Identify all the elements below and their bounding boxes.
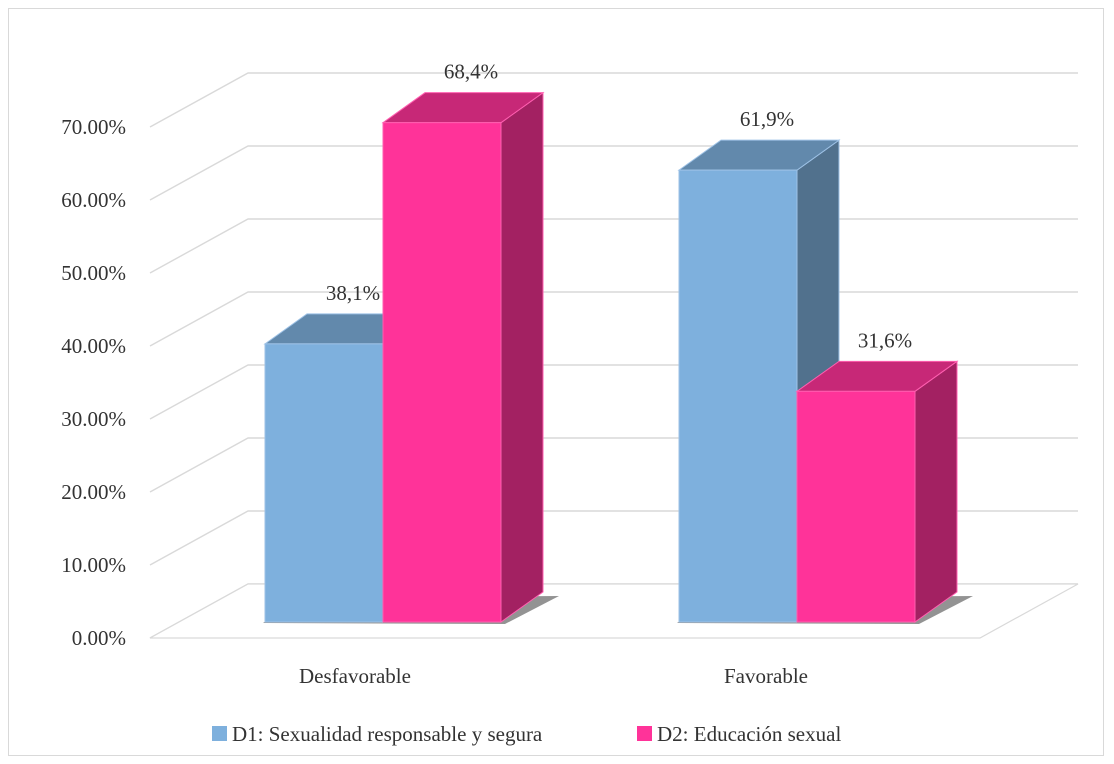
data-label: 31,6% [858,328,912,352]
data-labels: 38,1% 68,4% 61,9% 31,6% [326,60,912,353]
legend-swatch [212,726,227,741]
legend-label: D2: Educación sexual [657,722,841,746]
legend: D1: Sexualidad responsable y segura D2: E… [212,722,841,746]
y-tick-label: 20.00% [61,480,126,504]
data-label: 61,9% [740,107,794,131]
y-tick-label: 40.00% [61,334,126,358]
x-category-label: Desfavorable [299,664,411,688]
data-label: 38,1% [326,281,380,305]
y-tick-label: 0.00% [72,626,126,650]
bar-side-face [914,360,958,623]
x-category-label: Favorable [724,664,808,688]
bar-front-face [796,390,916,623]
legend-label: D1: Sexualidad responsable y segura [232,722,543,746]
data-label: 68,4% [444,60,498,84]
bar-front-face [678,169,798,623]
bar [795,360,959,623]
bar-group-1 [677,139,973,624]
x-axis-category-labels: Desfavorable Favorable [299,664,808,688]
gridline-7 [149,72,1078,128]
bar-group-0 [263,91,559,624]
gridline-6 [149,145,1078,201]
y-tick-label: 10.00% [61,553,126,577]
y-tick-label: 30.00% [61,407,126,431]
y-axis-tick-labels: 0.00% 10.00% 20.00% 30.00% 40.00% 50.00% 60.00… [61,115,126,650]
y-tick-label: 70.00% [61,115,126,139]
y-tick-label: 50.00% [61,261,126,285]
bars [263,91,973,624]
legend-item-0: D1: Sexualidad responsable y segura [212,722,543,746]
bar-front-face [264,343,384,623]
legend-item-1: D2: Educación sexual [637,722,841,746]
bar-front-face [382,122,502,623]
bar [381,91,545,623]
legend-swatch [637,726,652,741]
gridline-5 [149,218,1078,274]
bar-side-face [500,91,544,623]
y-tick-label: 60.00% [61,188,126,212]
